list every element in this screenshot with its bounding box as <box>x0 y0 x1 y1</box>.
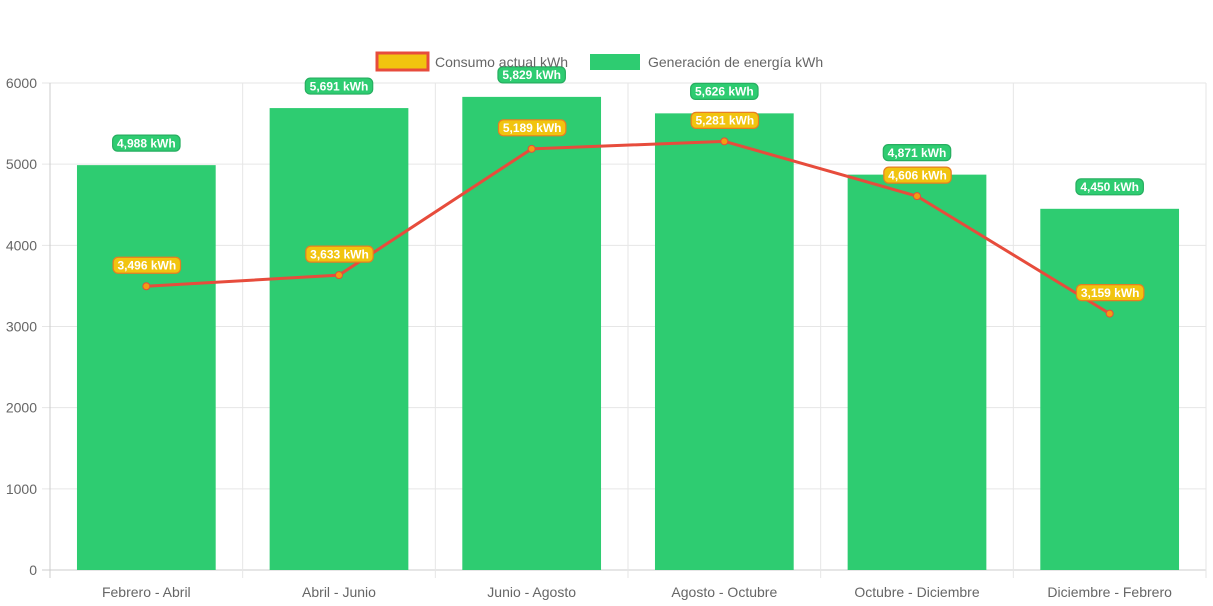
y-axis: 0 1000 2000 3000 4000 5000 6000 <box>6 75 37 578</box>
legend-swatch-generacion[interactable] <box>590 54 640 70</box>
data-label-consumo-bg <box>883 166 952 184</box>
y-tick-label: 1000 <box>6 481 37 497</box>
data-label-generacion: 5,626 kWh <box>695 85 754 99</box>
point-consumo[interactable] <box>1105 309 1114 318</box>
x-tick-label: Agosto - Octubre <box>671 584 777 600</box>
bar-generacion[interactable] <box>76 165 216 570</box>
bar-generacion[interactable] <box>654 113 794 571</box>
y-tick-label: 2000 <box>6 400 37 416</box>
data-label-consumo-bg <box>1075 283 1145 302</box>
y-tick-label: 6000 <box>6 75 37 91</box>
data-label-consumo: 3,159 kWh <box>1081 286 1140 300</box>
data-label-generacion: 5,691 kWh <box>310 79 369 93</box>
data-label-generacion: 4,871 kWh <box>888 146 947 160</box>
data-label-consumo-bg <box>112 256 182 274</box>
legend-label-consumo[interactable]: Consumo actual kWh <box>435 54 568 70</box>
data-label-generacion-bg <box>497 66 566 84</box>
bar-generacion[interactable] <box>1040 208 1180 570</box>
x-tick-label: Diciembre - Febrero <box>1047 584 1172 600</box>
x-tick-label: Octubre - Diciembre <box>854 584 979 600</box>
bar-generacion[interactable] <box>847 174 987 571</box>
y-tick-label: 5000 <box>6 156 37 172</box>
data-labels: 4,988 kWh 5,691 kWh 5,829 kWh 5,626 kWh 4,87… <box>112 66 1145 302</box>
point-consumo[interactable] <box>335 271 343 280</box>
x-tick-label: Abril - Junio <box>302 584 376 600</box>
x-axis: Febrero - Abril Abril - Junio Junio - Ag… <box>102 584 1172 600</box>
data-label-consumo: 3,633 kWh <box>310 247 369 261</box>
legend-label-generacion[interactable]: Generación de energía kWh <box>648 54 823 70</box>
legend: Consumo actual kWh Generación de energía… <box>375 51 823 72</box>
point-consumo[interactable] <box>142 282 151 291</box>
data-label-consumo-bg <box>497 119 567 137</box>
generation-bars <box>76 96 1180 571</box>
legend-swatch-consumo[interactable] <box>375 51 430 72</box>
y-tick-label: 4000 <box>6 237 37 253</box>
x-tick-label: Febrero - Abril <box>102 584 191 600</box>
data-label-generacion: 4,988 kWh <box>117 136 176 150</box>
bar-generacion[interactable] <box>462 96 602 570</box>
data-label-consumo: 3,496 kWh <box>117 259 176 273</box>
data-label-consumo-bg <box>690 111 760 129</box>
data-label-generacion-bg <box>1075 178 1144 196</box>
data-label-consumo-bg <box>305 245 374 263</box>
x-tick-label: Junio - Agosto <box>487 584 576 600</box>
y-tick-label: 3000 <box>6 319 37 335</box>
data-label-consumo: 4,606 kWh <box>888 168 947 182</box>
data-label-generacion-bg <box>304 77 374 95</box>
data-label-generacion-bg <box>882 144 952 162</box>
line-consumo <box>146 139 1111 315</box>
data-label-generacion: 4,450 kWh <box>1080 180 1139 194</box>
data-label-generacion-bg <box>690 82 759 100</box>
bar-generacion[interactable] <box>269 108 409 570</box>
consumption-line <box>142 137 1114 318</box>
y-tick-label: 0 <box>29 562 37 578</box>
point-consumo[interactable] <box>913 192 921 201</box>
point-consumo[interactable] <box>720 137 729 146</box>
point-consumo[interactable] <box>527 144 536 153</box>
data-label-generacion: 5,829 kWh <box>502 68 561 82</box>
data-label-consumo: 5,189 kWh <box>503 121 562 135</box>
data-label-generacion-bg <box>112 134 181 152</box>
grid-lines <box>42 82 1207 578</box>
data-label-consumo: 5,281 kWh <box>695 114 754 128</box>
